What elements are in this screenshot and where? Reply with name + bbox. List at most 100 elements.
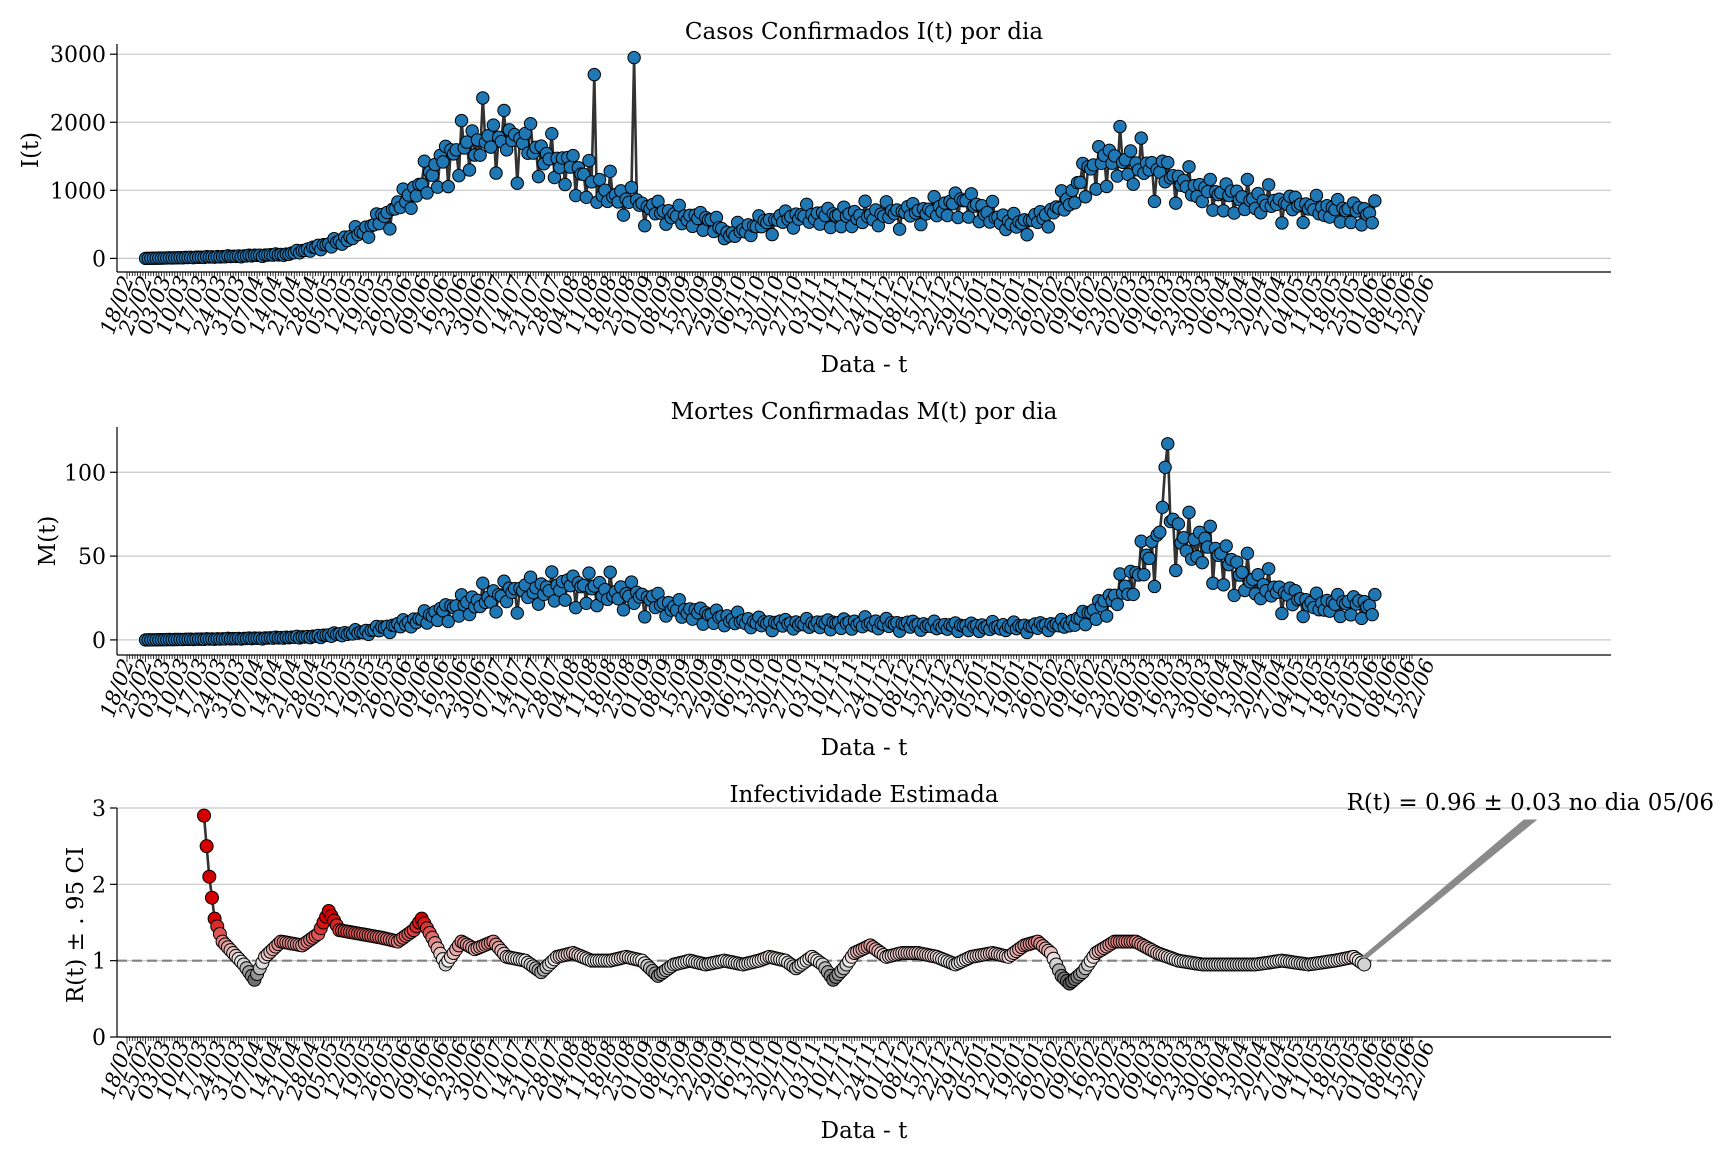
- panel-rt: Infectividade Estimada R(t) ± . 95 CI Da…: [63, 782, 1714, 1144]
- rt-point: [202, 869, 217, 884]
- data-point: [1182, 505, 1196, 520]
- data-point: [1169, 563, 1183, 578]
- y-tick-label: 50: [78, 545, 106, 570]
- data-point: [582, 153, 596, 168]
- data-point: [1296, 215, 1310, 230]
- y-tick-label: 2000: [50, 111, 106, 136]
- data-point: [627, 50, 641, 65]
- data-point: [441, 614, 455, 629]
- data-point: [1275, 216, 1289, 230]
- rt-point: [204, 890, 219, 905]
- deaths-title: Mortes Confirmadas M(t) por dia: [671, 399, 1058, 425]
- data-point: [452, 168, 466, 183]
- data-point: [1203, 519, 1217, 533]
- data-point: [558, 593, 572, 607]
- panel-deaths: Mortes Confirmadas M(t) por dia M(t) Dat…: [35, 399, 1611, 761]
- data-point: [1203, 172, 1217, 187]
- data-point: [592, 172, 607, 187]
- data-point: [1195, 555, 1209, 570]
- data-point: [616, 208, 631, 222]
- data-point: [985, 194, 1000, 209]
- data-point: [964, 187, 978, 201]
- data-point: [1261, 178, 1276, 192]
- annotation-arrow: [1359, 819, 1538, 959]
- data-point: [1235, 565, 1249, 579]
- data-point: [476, 91, 490, 105]
- panel-cases: Casos Confirmados I(t) por dia I(t) Data…: [18, 19, 1611, 378]
- data-point: [1365, 216, 1379, 230]
- data-point: [603, 565, 617, 579]
- data-point: [1161, 437, 1175, 451]
- data-point: [473, 148, 487, 162]
- data-point: [1099, 609, 1114, 623]
- data-point: [1110, 597, 1125, 612]
- data-point: [1147, 579, 1162, 594]
- cases-xlabel: Data - t: [821, 352, 909, 378]
- data-point: [510, 606, 524, 620]
- data-point: [1155, 500, 1170, 515]
- data-point: [1261, 562, 1276, 576]
- y-tick-label: 0: [92, 247, 106, 272]
- rt-point: [196, 808, 211, 823]
- data-point: [1073, 175, 1087, 190]
- data-point: [361, 230, 376, 244]
- data-point: [484, 140, 498, 154]
- data-point: [1068, 196, 1082, 210]
- data-point: [1171, 517, 1186, 531]
- data-point: [892, 222, 907, 236]
- data-point: [454, 113, 469, 128]
- data-point: [1275, 606, 1289, 621]
- rt-point: [1357, 957, 1372, 972]
- data-point: [638, 219, 652, 233]
- y-tick-label: 1000: [50, 179, 106, 204]
- y-tick-label: 0: [92, 629, 106, 654]
- data-point: [462, 163, 477, 177]
- data-point: [1240, 546, 1255, 561]
- deaths-ylabel: M(t): [35, 516, 61, 567]
- data-point: [476, 576, 490, 590]
- cases-ylabel: I(t): [18, 132, 44, 168]
- rt-ylabel: R(t) ± . 95 CI: [63, 847, 89, 1003]
- data-point: [1147, 194, 1162, 209]
- y-tick-label: 1: [92, 950, 106, 975]
- data-point: [1078, 190, 1093, 204]
- data-point: [1158, 460, 1172, 475]
- deaths-xlabel: Data - t: [821, 735, 909, 761]
- data-point: [1219, 539, 1233, 553]
- data-point: [441, 179, 455, 194]
- data-point: [1161, 155, 1175, 170]
- data-point: [486, 118, 501, 132]
- rt-title: Infectividade Estimada: [729, 782, 998, 808]
- data-point: [1216, 578, 1231, 592]
- data-point: [1126, 177, 1140, 191]
- y-tick-label: 0: [92, 1026, 106, 1051]
- data-point: [1240, 172, 1255, 187]
- data-point: [1134, 131, 1148, 145]
- data-point: [1296, 609, 1310, 624]
- rt-xlabel: Data - t: [821, 1118, 909, 1144]
- data-point: [1020, 228, 1034, 242]
- data-point: [672, 198, 686, 213]
- data-point: [510, 176, 524, 190]
- rt-annotation: R(t) = 0.96 ± 0.03 no dia 05/06: [1347, 790, 1714, 816]
- data-point: [1126, 587, 1140, 602]
- cases-title: Casos Confirmados I(t) por dia: [685, 19, 1043, 45]
- data-point: [587, 67, 601, 82]
- data-point: [523, 570, 538, 584]
- data-point: [1137, 567, 1151, 582]
- data-point: [638, 610, 652, 624]
- data-point: [425, 168, 440, 183]
- y-tick-label: 3: [92, 797, 106, 822]
- data-point: [566, 148, 580, 163]
- y-tick-label: 2: [92, 873, 106, 898]
- data-point: [497, 103, 511, 118]
- data-point: [383, 222, 397, 236]
- data-point: [531, 169, 546, 184]
- data-point: [1123, 144, 1138, 158]
- data-point: [1153, 525, 1167, 539]
- data-point: [436, 155, 450, 169]
- data-point: [545, 126, 559, 141]
- data-point: [489, 605, 503, 619]
- data-point: [1169, 196, 1183, 210]
- data-point: [420, 186, 434, 200]
